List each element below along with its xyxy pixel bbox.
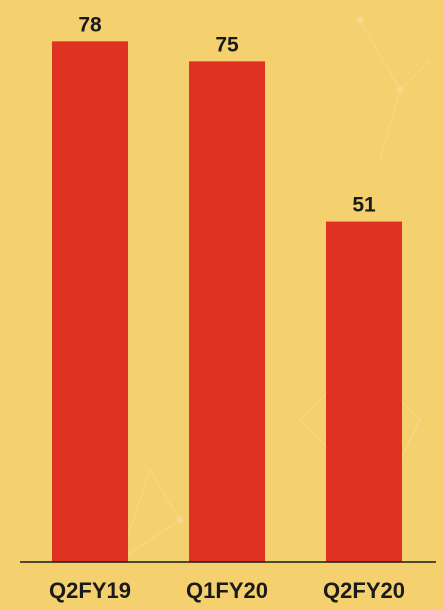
bar-q2fy20	[326, 221, 402, 562]
category-label-q1fy20: Q1FY20	[186, 578, 268, 603]
data-label-q2fy19: 78	[78, 13, 102, 36]
data-label-q1fy20: 75	[215, 33, 239, 56]
value-labels-group: 78 75 51	[78, 13, 376, 216]
bar-q2fy19	[52, 41, 128, 563]
category-labels-group: Q2FY19 Q1FY20 Q2FY20	[49, 578, 405, 603]
category-label-q2fy19: Q2FY19	[49, 578, 131, 603]
category-label-q2fy20: Q2FY20	[323, 578, 405, 603]
bar-q1fy20	[189, 61, 265, 562]
bars-group	[52, 41, 402, 563]
data-label-q2fy20: 51	[352, 194, 376, 217]
